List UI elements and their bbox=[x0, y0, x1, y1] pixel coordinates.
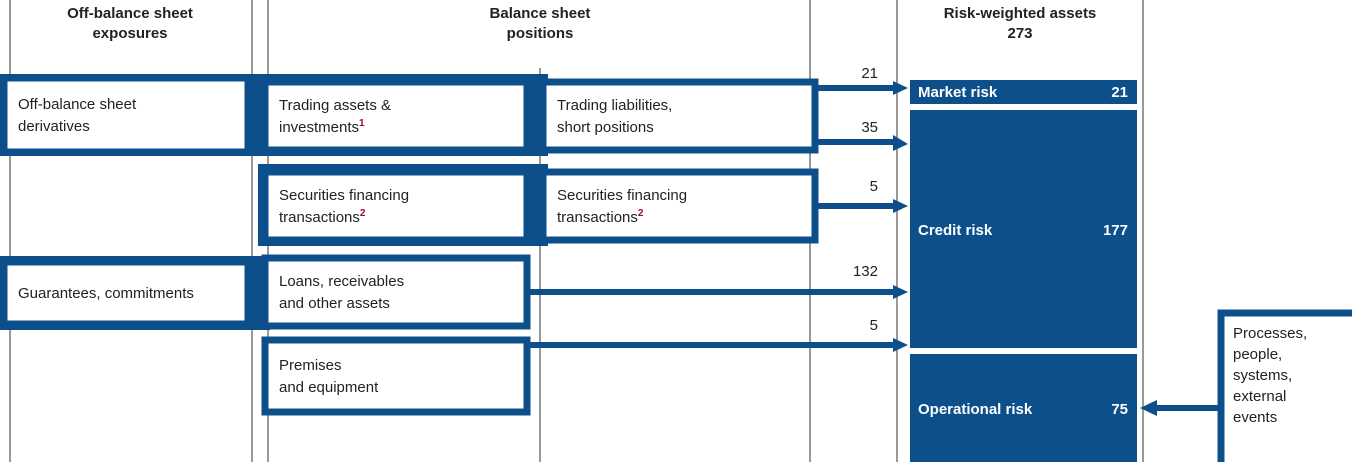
box-line: and equipment bbox=[279, 379, 379, 396]
arrow-head bbox=[893, 135, 908, 151]
box-label: derivatives bbox=[18, 118, 90, 135]
source-line: external bbox=[1233, 388, 1286, 405]
box bbox=[539, 78, 819, 154]
box-line: transactions bbox=[279, 209, 360, 226]
box-line: Loans, receivables bbox=[279, 273, 404, 290]
header: Off-balance sheet bbox=[67, 5, 193, 22]
risk-block bbox=[910, 80, 1137, 104]
source-line: people, bbox=[1233, 346, 1282, 363]
footnote-mark: 1 bbox=[359, 118, 365, 129]
risk-name: Market risk bbox=[918, 84, 998, 101]
box-label: and other assets bbox=[279, 295, 390, 312]
box-label: Securities financing bbox=[557, 187, 687, 204]
header: 273 bbox=[1007, 25, 1032, 42]
box bbox=[0, 258, 252, 328]
arrow-head bbox=[1140, 400, 1157, 416]
header: Risk-weighted assets bbox=[944, 5, 1097, 22]
boxes: Off-balance sheet derivatives Trading asse… bbox=[0, 74, 819, 416]
risk-value: 177 bbox=[1103, 222, 1128, 239]
box-label: investments1 bbox=[279, 118, 365, 136]
source-line: events bbox=[1233, 409, 1277, 426]
box-line: Trading liabilities, bbox=[557, 97, 672, 114]
flow-value: 5 bbox=[870, 317, 878, 334]
box bbox=[261, 78, 531, 154]
box-label: Trading liabilities, bbox=[557, 97, 672, 114]
risks: Market risk 21 Credit risk 177 Operation… bbox=[910, 80, 1137, 462]
header: positions bbox=[507, 25, 574, 42]
arrow-head bbox=[893, 199, 908, 213]
box bbox=[0, 74, 252, 156]
source-box bbox=[1217, 309, 1352, 462]
box-line: investments bbox=[279, 119, 359, 136]
box-line: transactions bbox=[557, 209, 638, 226]
box-label: Loans, receivables bbox=[279, 273, 404, 290]
box-line: Trading assets & bbox=[279, 97, 391, 114]
source-line: systems, bbox=[1233, 367, 1292, 384]
risk-name: Credit risk bbox=[918, 222, 993, 239]
box bbox=[261, 254, 531, 330]
risk-value: 21 bbox=[1111, 84, 1128, 101]
box bbox=[261, 168, 531, 244]
flow-value: 5 bbox=[870, 178, 878, 195]
source-line: Processes, bbox=[1233, 325, 1307, 342]
risk-block bbox=[910, 354, 1137, 462]
box-line: derivatives bbox=[18, 118, 90, 135]
header: exposures bbox=[92, 25, 167, 42]
footnote-mark: 2 bbox=[638, 208, 644, 219]
sources: Processes, people, systems, external events bbox=[1233, 325, 1307, 426]
box-line: Guarantees, commitments bbox=[18, 285, 194, 302]
header: Balance sheet bbox=[490, 5, 591, 22]
box-label: Trading assets & bbox=[279, 97, 391, 114]
box-label: short positions bbox=[557, 119, 654, 136]
box-label: transactions2 bbox=[279, 208, 366, 226]
box-line: Off-balance sheet bbox=[18, 96, 137, 113]
arrow-head bbox=[893, 81, 908, 95]
box-line: short positions bbox=[557, 119, 654, 136]
box-line: Premises bbox=[279, 357, 342, 374]
risk-name: Operational risk bbox=[918, 401, 1033, 418]
box bbox=[539, 168, 819, 244]
box bbox=[261, 336, 531, 416]
flow-value: 21 bbox=[861, 65, 878, 82]
box-label: Guarantees, commitments bbox=[18, 285, 194, 302]
risk-value: 75 bbox=[1111, 401, 1128, 418]
footnote-mark: 2 bbox=[360, 208, 366, 219]
arrow-head bbox=[893, 338, 908, 352]
risk-block bbox=[910, 110, 1137, 348]
box-line: Securities financing bbox=[279, 187, 409, 204]
box-label: Securities financing bbox=[279, 187, 409, 204]
arrow-head bbox=[893, 285, 908, 299]
box-label: Off-balance sheet bbox=[18, 96, 137, 113]
flows: 21 35 5 132 5 bbox=[527, 65, 1218, 416]
flow-value: 35 bbox=[861, 119, 878, 136]
box-label: and equipment bbox=[279, 379, 379, 396]
flow-value: 132 bbox=[853, 263, 878, 280]
box-label: transactions2 bbox=[557, 208, 644, 226]
box-label: Premises bbox=[279, 357, 342, 374]
box-line: and other assets bbox=[279, 295, 390, 312]
box-line: Securities financing bbox=[557, 187, 687, 204]
